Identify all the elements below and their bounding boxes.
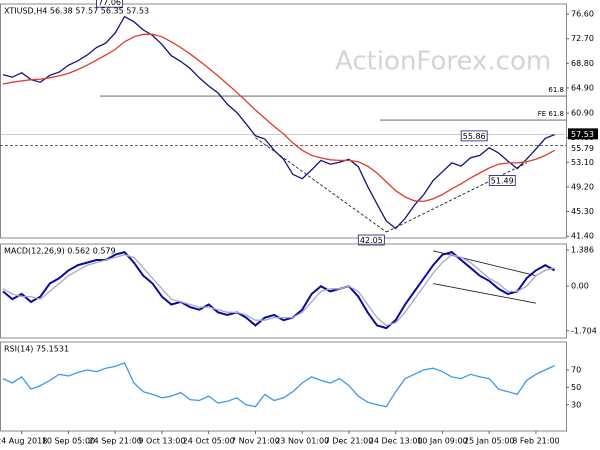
level-label: FE 61.8 [538,110,564,118]
panel-title: XTIUSD,H4 56.38 57.57 56.35 57.53 [4,7,149,16]
annotation-box [488,175,516,186]
y-tick-label: 72.70 [571,34,594,43]
series-line [2,33,555,203]
annotation-box [357,234,385,246]
annotation-label: 77.06 [98,0,121,7]
x-tick-label: 24 Dec 13:00 [369,437,423,446]
y-tick-label: 1.386 [571,245,594,254]
x-tick-label: 24 Sep 21:00 [88,437,141,446]
x-tick-label: 7 Nov 21:00 [231,437,280,446]
panel-frame [0,243,567,339]
y-tick-label: 53.10 [571,158,594,167]
x-tick-label: 7 Dec 21:00 [325,437,374,446]
dashed-level-label: 55.79 [571,144,594,153]
x-tick-label: 25 Jan 05:00 [464,437,515,446]
y-tick-label: 68.80 [571,59,594,68]
y-tick-label: 64.90 [571,83,594,92]
x-tick-label: 8 Feb 21:00 [512,437,559,446]
x-tick-label: 23 Nov 01:00 [275,437,329,446]
y-tick-label: 0.00 [571,282,589,291]
y-tick-label: 41.40 [571,232,594,241]
panel-title: RSI(14) 75.1531 [4,345,69,354]
x-tick-label: 9 Oct 13:00 [138,437,185,446]
annotation-label: 55.86 [463,132,486,141]
y-tick-label: 45.30 [571,207,594,216]
last-price-box [568,128,598,140]
series-line [2,362,555,408]
y-tick-label: -1.704 [571,326,597,335]
y-tick-label: 30 [571,400,581,409]
annotation-box [96,0,123,8]
panel-frame [0,341,567,432]
panel-title: MACD(12,26,9) 0.562 0.579 [4,247,116,256]
y-tick-label: 60.90 [571,109,594,118]
last-price-label: 57.53 [571,130,594,139]
y-tick-label: 49.20 [571,182,594,191]
x-tick-label: 24 Oct 05:00 [183,437,235,446]
x-tick-label: 10 Jan 09:00 [417,437,468,446]
series-line [2,15,555,230]
annotation-label: 42.05 [360,236,383,245]
trendline [386,162,527,233]
series-line [2,253,555,327]
trendline [433,283,537,304]
y-tick-label: 70 [571,365,581,374]
y-tick-label: 50 [571,383,581,392]
trendline [432,250,537,277]
panel-frame [0,3,567,239]
y-tick-label: 76.60 [571,10,594,19]
level-label: 61.8 [548,86,564,94]
annotation-box [460,130,488,142]
watermark: ActionForex.com [335,47,551,77]
x-tick-label: 24 Aug 2018 [0,437,47,446]
x-tick-label: 10 Sep 05:00 [42,437,95,446]
annotation-label: 51.49 [491,176,514,185]
